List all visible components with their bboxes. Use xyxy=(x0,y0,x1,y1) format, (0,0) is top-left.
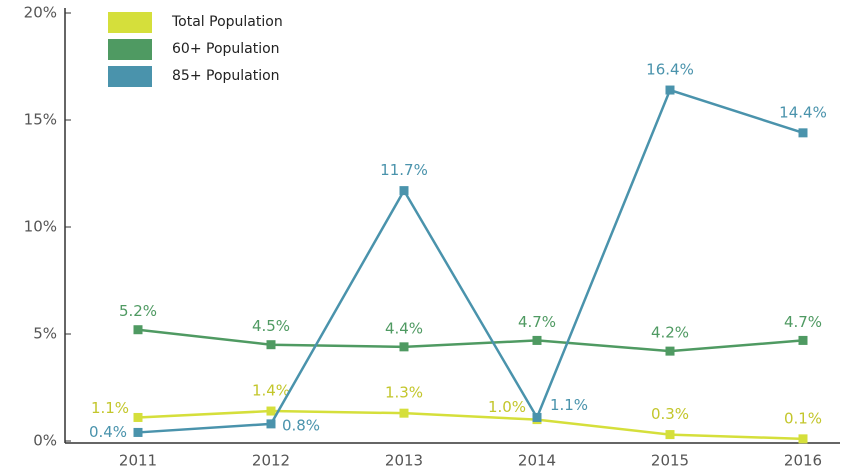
legend-label: 85+ Population xyxy=(172,68,280,84)
x-tick-label: 2014 xyxy=(518,452,556,470)
data-label: 4.5% xyxy=(252,317,290,335)
point xyxy=(266,419,276,429)
point xyxy=(532,335,542,345)
y-tick-label: 0% xyxy=(33,432,57,450)
legend-swatch xyxy=(108,39,152,60)
data-label: 5.2% xyxy=(119,302,157,320)
data-label: 0.3% xyxy=(651,405,689,423)
data-label: 1.0% xyxy=(488,398,526,416)
x-tick-label: 2015 xyxy=(651,452,689,470)
series-line xyxy=(137,88,804,434)
data-label: 0.8% xyxy=(282,416,320,434)
x-tick-label: 2013 xyxy=(385,452,423,470)
data-label: 0.4% xyxy=(89,423,127,441)
point xyxy=(133,325,143,335)
data-label: 0.1% xyxy=(784,409,822,427)
point xyxy=(532,412,542,422)
series-line xyxy=(137,409,804,441)
legend-label: 60+ Population xyxy=(172,41,280,57)
point xyxy=(399,342,409,352)
series-line xyxy=(137,328,804,353)
data-label: 4.4% xyxy=(385,319,423,337)
x-tick-label: 2012 xyxy=(252,452,290,470)
x-tick-label: 2011 xyxy=(119,452,157,470)
data-label: 4.7% xyxy=(518,313,556,331)
y-tick-label: 20% xyxy=(24,4,57,22)
point xyxy=(133,412,143,422)
data-label: 1.1% xyxy=(91,399,129,417)
legend-label: Total Population xyxy=(171,14,283,30)
point xyxy=(665,430,675,440)
data-label: 14.4% xyxy=(779,103,827,121)
point xyxy=(266,340,276,350)
legend-swatch xyxy=(108,12,152,33)
y-tick-label: 15% xyxy=(24,111,57,129)
data-label: 1.3% xyxy=(385,384,423,402)
x-tick-label: 2016 xyxy=(784,452,822,470)
point xyxy=(399,408,409,418)
data-label: 16.4% xyxy=(646,61,694,79)
data-label: 4.2% xyxy=(651,324,689,342)
point xyxy=(133,427,143,437)
data-label: 4.7% xyxy=(784,313,822,331)
point xyxy=(399,186,409,196)
y-tick-label: 10% xyxy=(24,218,57,236)
data-label: 1.1% xyxy=(550,396,588,414)
point xyxy=(798,335,808,345)
data-label: 11.7% xyxy=(380,161,428,179)
y-tick-label: 5% xyxy=(33,325,57,343)
point xyxy=(665,346,675,356)
point xyxy=(798,128,808,138)
point xyxy=(798,434,808,444)
point xyxy=(266,406,276,416)
legend-swatch xyxy=(108,66,152,87)
data-label: 1.4% xyxy=(252,382,290,400)
point xyxy=(665,85,675,95)
